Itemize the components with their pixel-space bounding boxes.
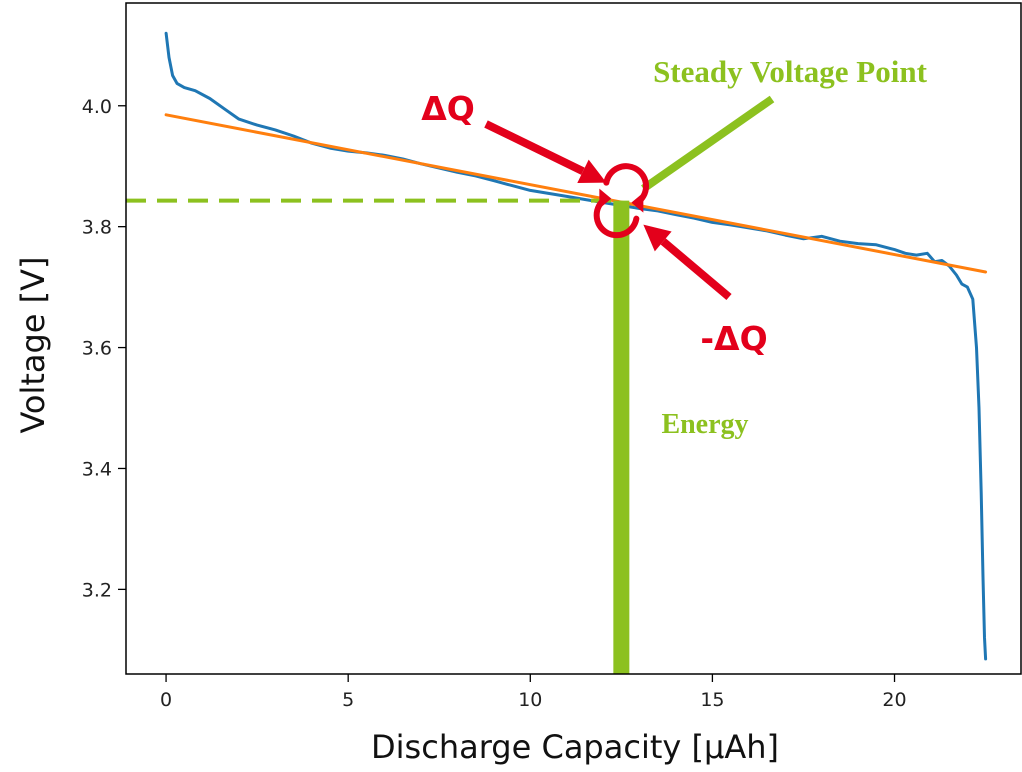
measured-voltage-line bbox=[164, 31, 988, 661]
delta-q-cycle-lower-arrowhead bbox=[599, 188, 612, 209]
delta-q-cycle-lower-arc bbox=[593, 195, 640, 239]
y-tick-label: 3.8 bbox=[82, 217, 112, 239]
x-tick-label: 5 bbox=[342, 689, 354, 711]
y-tick-label: 3.2 bbox=[82, 579, 112, 601]
plot-area-frame bbox=[125, 2, 1022, 675]
delta-q-cycle-upper-arrowhead bbox=[631, 192, 644, 213]
x-tick-label: 10 bbox=[518, 689, 542, 711]
energy-label: Energy bbox=[661, 409, 748, 440]
y-tick-label: 3.6 bbox=[82, 338, 112, 360]
annotation-text-layer: Discharge Capacity [μAh] Voltage [V] Ste… bbox=[14, 54, 928, 766]
linear-fit-line bbox=[164, 113, 988, 274]
steady-voltage-point-label: Steady Voltage Point bbox=[653, 54, 928, 89]
steady-voltage-pointer bbox=[641, 95, 775, 192]
neg-delta-q-arrow-head bbox=[643, 224, 672, 252]
y-tick-label: 3.4 bbox=[82, 458, 112, 480]
ticks-layer: 0 5 10 15 20 3.2 3.4 3.6 3.8 4.0 bbox=[82, 96, 907, 711]
y-tick-label: 4.0 bbox=[82, 96, 112, 118]
series-layer bbox=[164, 31, 988, 661]
neg-delta-q-label: -ΔQ bbox=[700, 319, 767, 358]
delta-q-arrow-shaft bbox=[484, 120, 585, 175]
x-axis-label: Discharge Capacity [μAh] bbox=[371, 728, 779, 766]
delta-q-label: ΔQ bbox=[421, 89, 475, 128]
axes-layer bbox=[125, 2, 1022, 675]
delta-q-arrow-head bbox=[577, 159, 607, 183]
neg-delta-q-arrow-shaft bbox=[660, 238, 732, 301]
annotation-layer bbox=[126, 95, 775, 674]
x-tick-label: 15 bbox=[700, 689, 724, 711]
x-tick-label: 20 bbox=[882, 689, 906, 711]
x-tick-label: 0 bbox=[160, 689, 172, 711]
y-axis-label: Voltage [V] bbox=[14, 256, 52, 433]
delta-q-cycle-upper-arc bbox=[603, 163, 649, 206]
